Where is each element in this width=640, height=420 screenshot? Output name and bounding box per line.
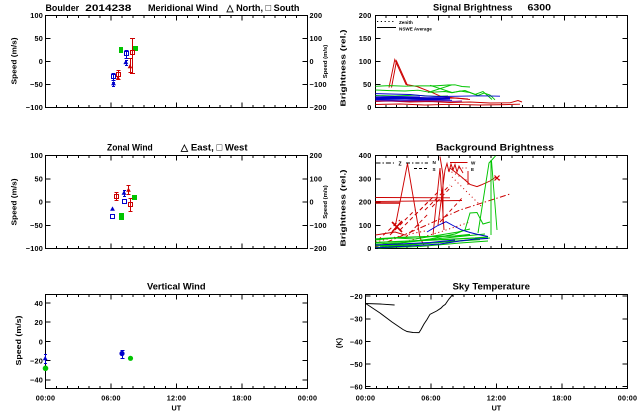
svg-text:00:00: 00:00 <box>36 393 55 402</box>
svg-text:18:00: 18:00 <box>232 393 251 402</box>
svg-text:00:00: 00:00 <box>356 393 375 402</box>
svg-text:△ East, □ West: △ East, □ West <box>180 142 249 153</box>
svg-text:N: N <box>433 160 437 165</box>
svg-text:6300: 6300 <box>528 2 552 13</box>
svg-text:−200: −200 <box>310 244 327 253</box>
svg-text:2014238: 2014238 <box>85 3 132 14</box>
svg-text:−100: −100 <box>26 244 43 253</box>
svg-text:12:00: 12:00 <box>487 393 506 402</box>
svg-text:Speed (m/s): Speed (m/s) <box>10 37 19 85</box>
svg-text:0: 0 <box>310 57 314 66</box>
svg-text:Speed (m/s): Speed (m/s) <box>14 315 23 366</box>
svg-text:Brightness (rel.): Brightness (rel.) <box>339 29 348 107</box>
svg-text:Sky Temperature: Sky Temperature <box>453 282 531 293</box>
svg-text:−40: −40 <box>30 376 43 385</box>
svg-text:12:00: 12:00 <box>167 393 186 402</box>
svg-text:200: 200 <box>310 11 323 20</box>
svg-text:Speed (m/s): Speed (m/s) <box>323 185 329 219</box>
svg-text:−200: −200 <box>310 103 327 112</box>
svg-text:Signal Brightness: Signal Brightness <box>433 2 513 13</box>
svg-text:0: 0 <box>367 244 371 253</box>
svg-text:−20: −20 <box>30 357 43 366</box>
svg-text:NSWE Average: NSWE Average <box>399 26 432 31</box>
svg-text:200: 200 <box>359 11 372 20</box>
svg-text:Z: Z <box>399 162 402 168</box>
svg-text:−30: −30 <box>350 315 363 324</box>
svg-text:0: 0 <box>367 103 371 112</box>
svg-text:−20: −20 <box>350 292 363 301</box>
svg-text:△ North, □ South: △ North, □ South <box>226 3 300 14</box>
svg-text:UT: UT <box>172 403 182 412</box>
svg-text:00:00: 00:00 <box>298 393 317 402</box>
svg-text:Vertical Wind: Vertical Wind <box>147 282 206 293</box>
svg-text:100: 100 <box>359 221 372 230</box>
svg-text:Brightness (rel.): Brightness (rel.) <box>339 169 348 247</box>
svg-text:Zonal Wind: Zonal Wind <box>107 142 153 153</box>
svg-text:Meridional Wind: Meridional Wind <box>148 3 218 14</box>
svg-text:−60: −60 <box>350 383 363 392</box>
svg-text:−50: −50 <box>30 221 43 230</box>
svg-text:−50: −50 <box>30 80 43 89</box>
svg-text:100: 100 <box>30 151 43 160</box>
svg-text:0: 0 <box>39 337 43 346</box>
svg-text:06:00: 06:00 <box>101 393 120 402</box>
svg-text:20: 20 <box>34 318 43 327</box>
svg-text:150: 150 <box>359 34 372 43</box>
svg-text:Speed (m/s): Speed (m/s) <box>323 44 329 78</box>
svg-text:18:00: 18:00 <box>552 393 571 402</box>
svg-text:200: 200 <box>359 198 372 207</box>
svg-text:−100: −100 <box>310 221 327 230</box>
svg-text:50: 50 <box>34 174 43 183</box>
svg-text:UT: UT <box>492 403 502 412</box>
svg-text:−100: −100 <box>310 80 327 89</box>
svg-text:0: 0 <box>39 57 43 66</box>
svg-text:Background Brightness: Background Brightness <box>436 142 554 153</box>
svg-text:00:00: 00:00 <box>618 393 637 402</box>
svg-text:400: 400 <box>359 151 372 160</box>
svg-text:0: 0 <box>39 198 43 207</box>
svg-text:40: 40 <box>34 299 43 308</box>
svg-text:−100: −100 <box>26 103 43 112</box>
svg-text:50: 50 <box>34 34 43 43</box>
svg-text:Boulder: Boulder <box>46 3 80 14</box>
svg-text:100: 100 <box>310 174 323 183</box>
svg-text:100: 100 <box>30 11 43 20</box>
svg-text:06:00: 06:00 <box>421 393 440 402</box>
svg-text:(K): (K) <box>335 337 344 348</box>
svg-text:E: E <box>471 167 474 172</box>
svg-text:100: 100 <box>359 57 372 66</box>
svg-text:200: 200 <box>310 151 323 160</box>
svg-text:S: S <box>433 167 436 172</box>
svg-text:Zenith: Zenith <box>399 20 413 25</box>
svg-text:−50: −50 <box>350 360 363 369</box>
svg-text:Speed (m/s): Speed (m/s) <box>10 178 19 226</box>
svg-text:0: 0 <box>310 198 314 207</box>
svg-text:300: 300 <box>359 174 372 183</box>
svg-text:100: 100 <box>310 34 323 43</box>
svg-text:W: W <box>471 161 476 166</box>
svg-text:−40: −40 <box>350 337 363 346</box>
svg-text:50: 50 <box>363 80 372 89</box>
